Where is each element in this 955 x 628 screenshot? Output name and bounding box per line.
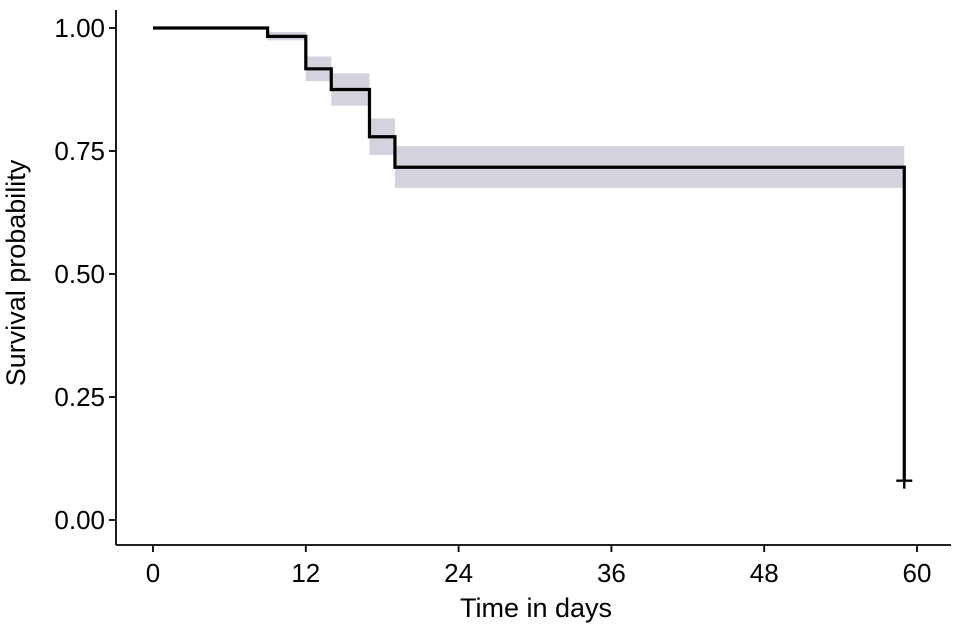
y-tick-label: 1.00: [54, 13, 105, 43]
ticks-layer: 0.00 0.25 0.50 0.75 1.00 0 12 24 36 48 60: [54, 13, 931, 588]
y-tick-label: 0.50: [54, 259, 105, 289]
y-tick-label: 0.00: [54, 505, 105, 535]
x-axis-title: Time in days: [460, 593, 612, 623]
y-axis-title: Survival probability: [1, 159, 31, 386]
x-tick-label: 24: [444, 558, 473, 588]
x-tick-label: 60: [903, 558, 932, 588]
x-tick-label: 12: [291, 558, 320, 588]
axes-layer: [115, 10, 951, 546]
y-tick-label: 0.75: [54, 136, 105, 166]
x-tick-label: 0: [146, 558, 160, 588]
y-tick-label: 0.25: [54, 382, 105, 412]
x-tick-label: 48: [750, 558, 779, 588]
survival-curve-layer: [153, 26, 913, 489]
survival-step-line: [153, 26, 906, 481]
confidence-band-layer: [267, 31, 905, 188]
x-tick-label: 36: [597, 558, 626, 588]
censor-mark: [896, 472, 913, 489]
